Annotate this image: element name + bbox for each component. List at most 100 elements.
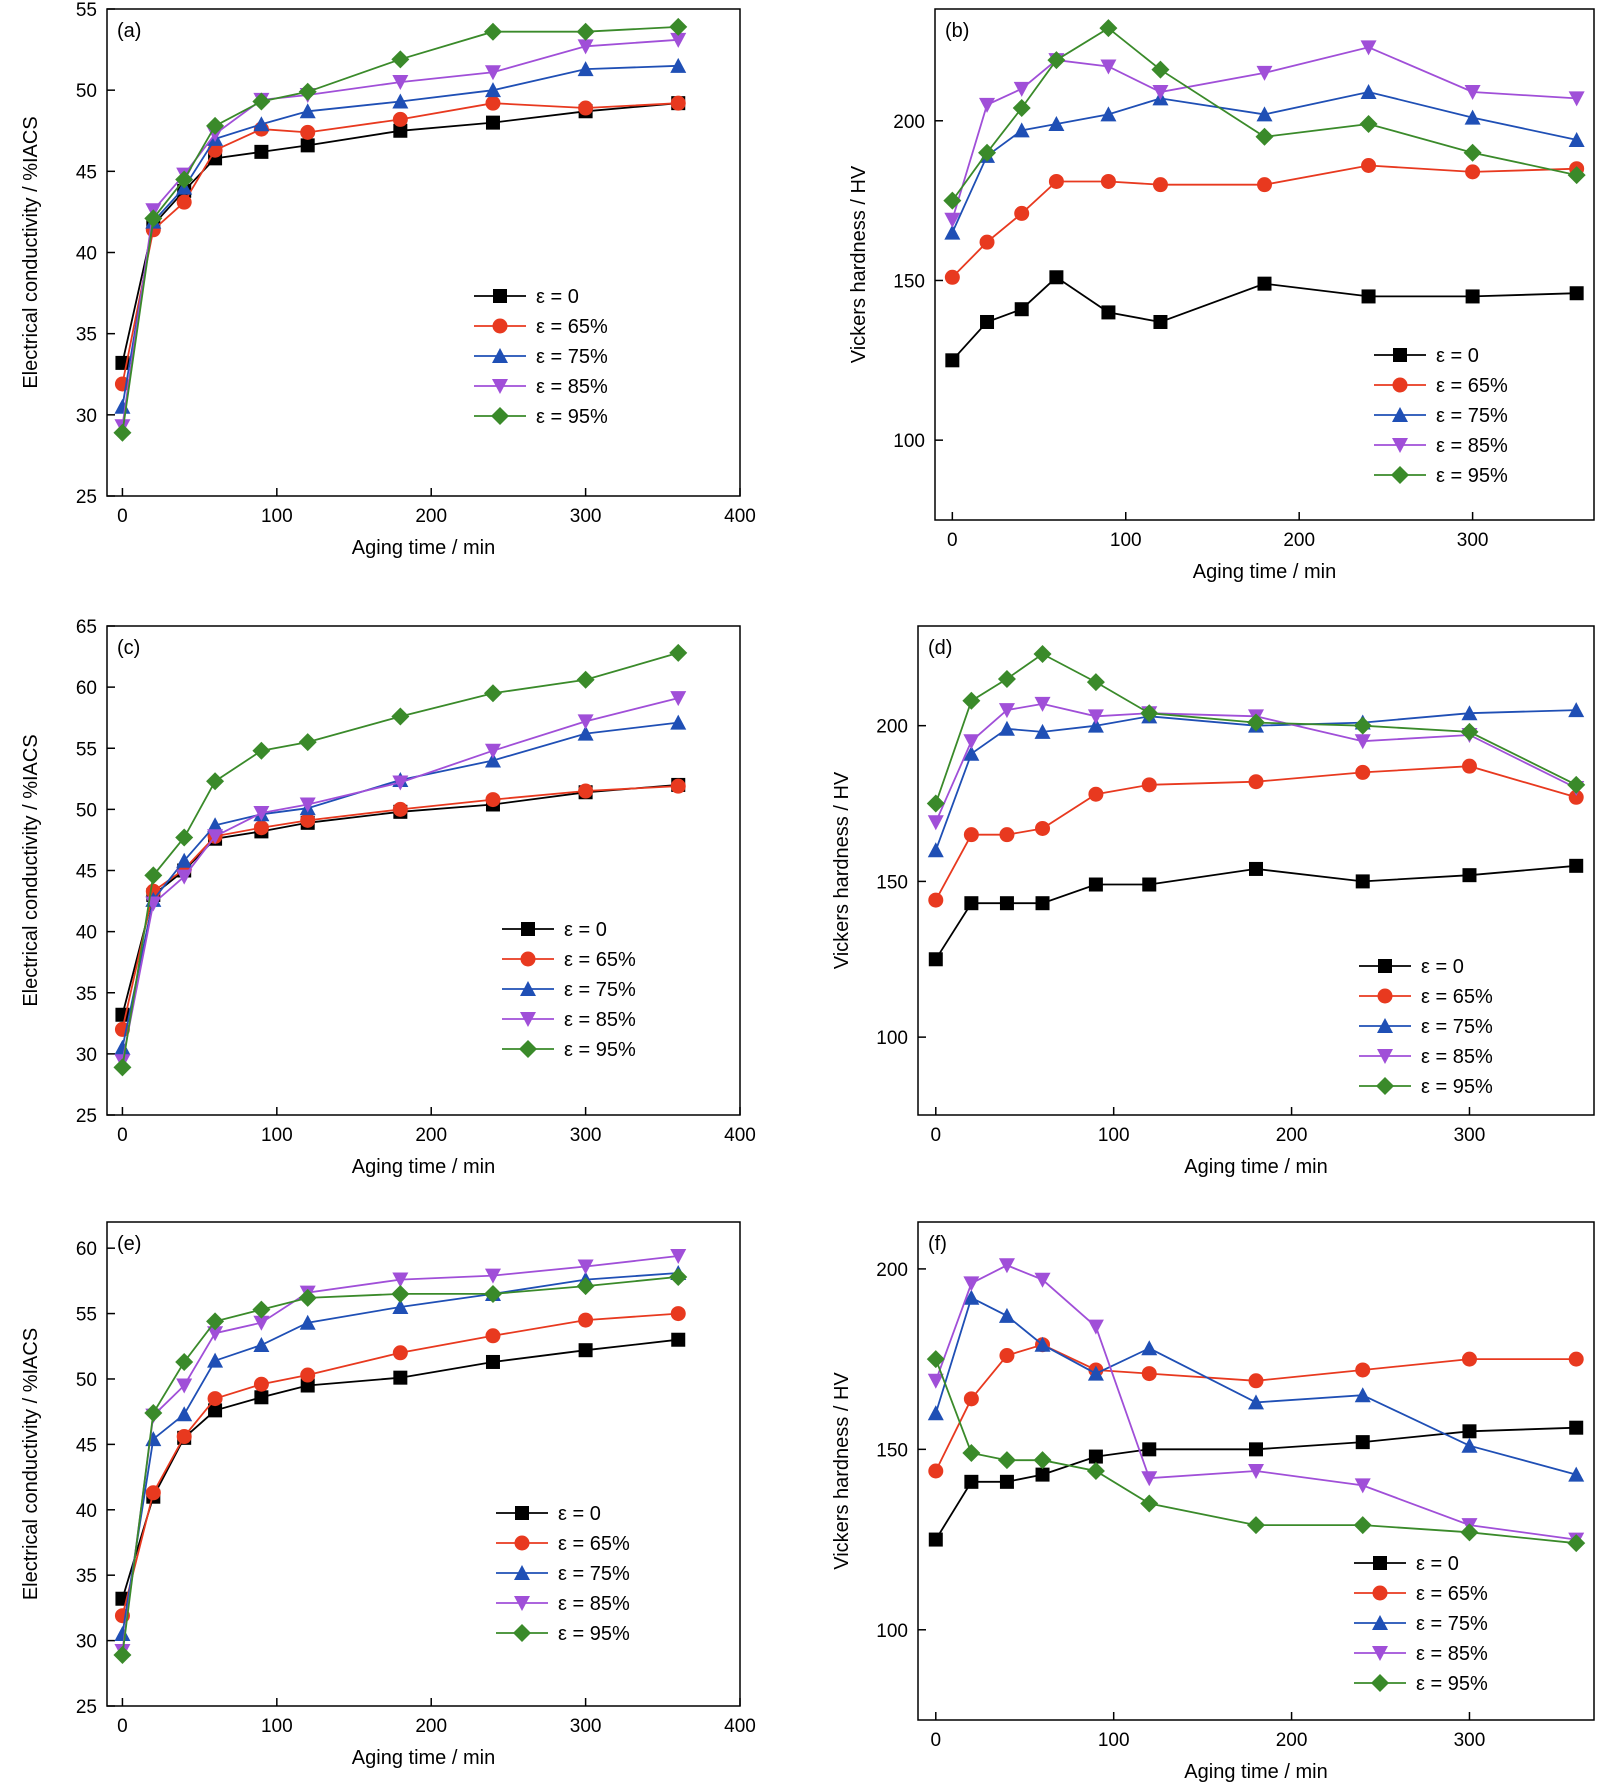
- data-point: [578, 1343, 593, 1358]
- data-point: [1568, 1351, 1584, 1367]
- data-point: [253, 116, 270, 132]
- data-point: [1355, 764, 1371, 780]
- chart-panel: 0 100 200 300 400 25 30 35 40 45 50 55 60 Aging time …: [20, 1221, 756, 1769]
- plot-frame: [106, 625, 741, 1116]
- data-point: [1353, 1516, 1372, 1535]
- data-point: [670, 1306, 686, 1322]
- legend-label: ε = 65%: [1436, 375, 1508, 397]
- series-line: [934, 1343, 1577, 1472]
- legend-marker: [1372, 1615, 1388, 1630]
- legend-label: ε = 0: [1421, 956, 1464, 978]
- data-point: [144, 1403, 163, 1422]
- panel-label: (a): [117, 20, 141, 42]
- data-point: [300, 138, 315, 153]
- data-point: [1087, 717, 1104, 733]
- x-tick-label: 300: [1454, 1125, 1486, 1146]
- series-line: [121, 102, 679, 364]
- legend-marker: [514, 1596, 530, 1611]
- data-point: [207, 829, 224, 845]
- data-point: [1100, 173, 1116, 189]
- data-point: [1257, 177, 1272, 193]
- data-point: [1567, 1534, 1586, 1553]
- data-point: [962, 1443, 981, 1462]
- data-point: [1355, 1435, 1370, 1450]
- data-point: [998, 1258, 1015, 1274]
- data-point: [1088, 877, 1103, 892]
- chart-panel: 0 100 200 300 400 25 30 35 40 45 50 55 Aging time / …: [20, 0, 756, 559]
- data-point: [391, 1284, 410, 1303]
- data-point: [1568, 131, 1585, 147]
- data-point: [1353, 716, 1372, 735]
- data-point: [206, 1312, 225, 1331]
- data-point: [944, 269, 960, 285]
- x-tick-label: 100: [1098, 1730, 1130, 1751]
- data-point: [670, 32, 687, 48]
- y-tick-label: 40: [76, 1501, 97, 1522]
- series: [928, 758, 1584, 908]
- legend-marker: [491, 407, 509, 425]
- legend-label: ε = 75%: [1421, 1016, 1493, 1038]
- x-tick-label: 100: [261, 506, 293, 527]
- data-point: [1460, 1523, 1479, 1542]
- y-tick-label: 45: [76, 862, 97, 883]
- data-point: [944, 224, 961, 240]
- data-point: [670, 95, 686, 111]
- series-line: [121, 1338, 679, 1599]
- legend-marker: [520, 981, 536, 996]
- chart-panel: 0 100 200 300 100 150 200 Aging time / min Vicke…: [848, 8, 1595, 583]
- data-point: [1101, 305, 1116, 320]
- series-line: [121, 102, 679, 385]
- data-point: [1355, 874, 1370, 889]
- data-point: [1569, 858, 1584, 873]
- data-point: [578, 1312, 594, 1328]
- series-line: [121, 1276, 679, 1656]
- data-point: [253, 1376, 269, 1392]
- plot-frame: [934, 8, 1595, 521]
- data-point: [176, 1429, 192, 1445]
- data-point: [1463, 143, 1482, 162]
- data-point: [484, 752, 501, 768]
- data-point: [670, 1249, 687, 1265]
- data-point: [300, 1378, 315, 1393]
- data-point: [671, 1332, 686, 1347]
- data-point: [1034, 1272, 1051, 1288]
- data-point: [670, 57, 687, 73]
- series: [944, 157, 1585, 285]
- panel-label: (d): [928, 637, 952, 659]
- series: [114, 1306, 686, 1624]
- y-tick-label: 150: [876, 872, 908, 893]
- legend-marker: [515, 1506, 529, 1520]
- legend-marker: [492, 379, 508, 394]
- data-point: [999, 1474, 1014, 1489]
- data-point: [997, 1451, 1016, 1470]
- data-point: [299, 103, 316, 119]
- y-axis-label: Electrical conductivity / %IACS: [20, 1328, 42, 1600]
- legend-label: ε = 65%: [558, 1533, 630, 1555]
- series: [114, 714, 687, 1055]
- data-point: [1360, 84, 1377, 100]
- data-point: [1255, 127, 1274, 146]
- series-line: [121, 64, 679, 407]
- panel-label: (b): [945, 20, 969, 42]
- data-point: [578, 783, 594, 799]
- data-point: [1248, 1373, 1264, 1389]
- plot-frame: [106, 8, 741, 497]
- series-line: [935, 1426, 1577, 1541]
- x-axis-label: Aging time / min: [1184, 1761, 1327, 1783]
- legend: ε = 0 ε = 65% ε = 75% ε = 85% ε = 95%: [1374, 345, 1508, 487]
- x-tick-label: 100: [1110, 530, 1142, 551]
- data-point: [206, 116, 225, 135]
- data-point: [485, 115, 500, 130]
- data-point: [484, 1268, 501, 1284]
- y-tick-label: 60: [76, 678, 97, 699]
- data-point: [175, 1352, 194, 1371]
- data-point: [254, 1390, 269, 1405]
- data-point: [207, 1391, 223, 1407]
- data-point: [1142, 877, 1157, 892]
- x-tick-label: 0: [931, 1125, 942, 1146]
- data-point: [1354, 1387, 1371, 1403]
- data-point: [299, 1314, 316, 1330]
- data-point: [1248, 1394, 1264, 1410]
- data-point: [176, 194, 192, 210]
- series: [114, 691, 687, 1070]
